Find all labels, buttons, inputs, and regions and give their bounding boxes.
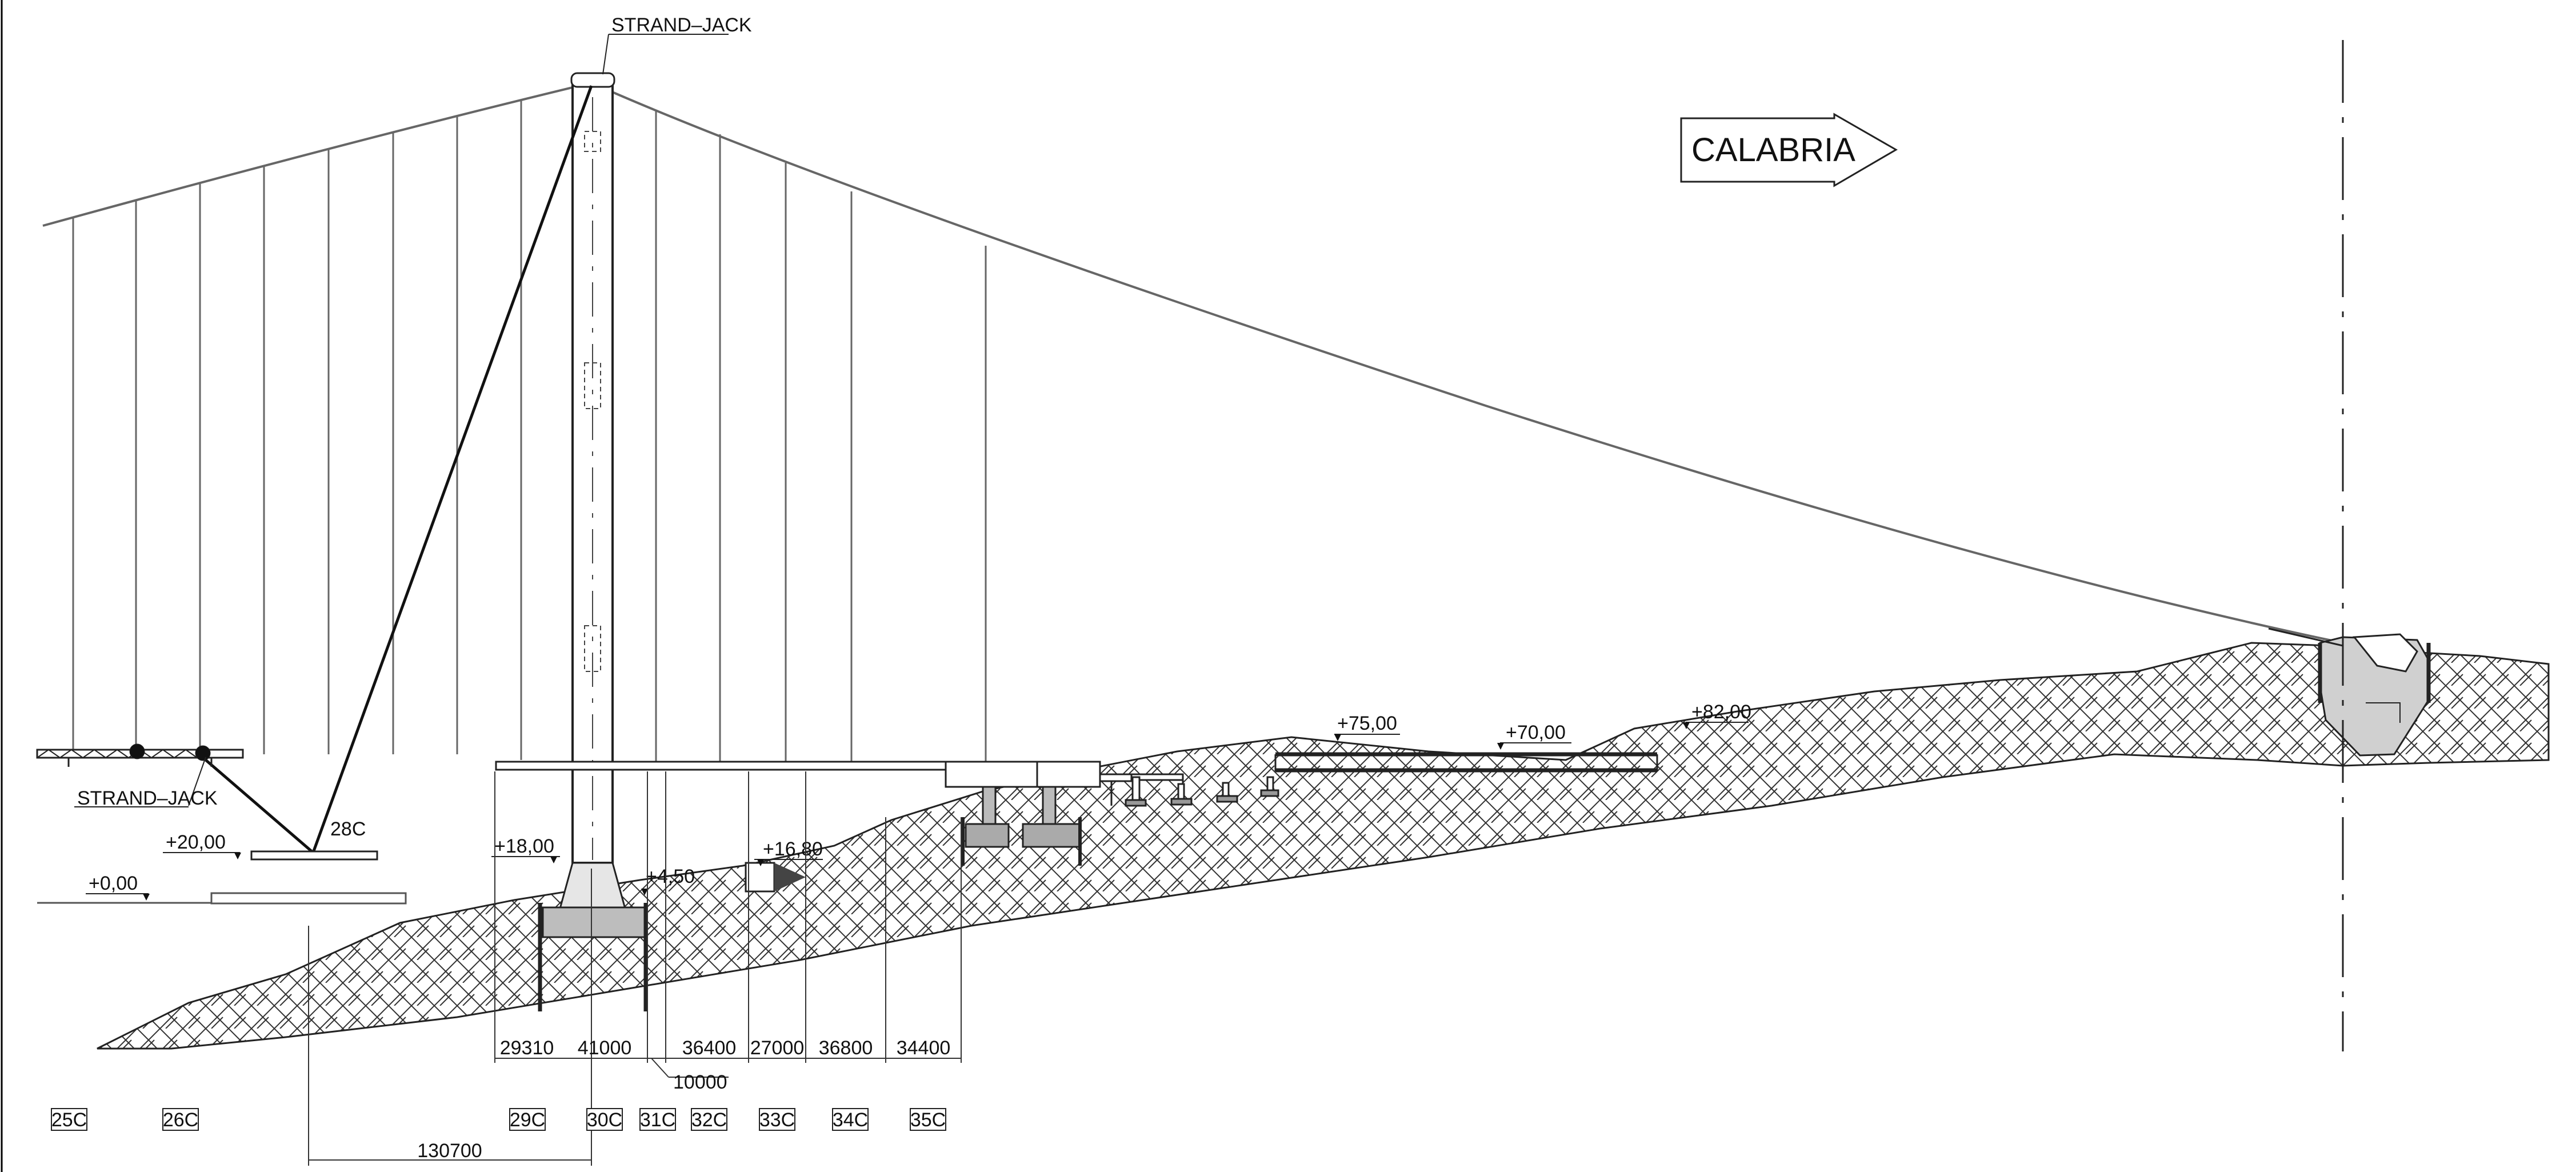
elevation-75: +75,00: [1337, 713, 1397, 734]
dimension-130700: 130700: [417, 1140, 482, 1162]
elevation-16-80: +16,80: [763, 838, 823, 860]
span-29310: 29310: [500, 1037, 554, 1059]
calabria-label: CALABRIA: [1691, 131, 1855, 169]
pier-stubs: [1125, 776, 1279, 807]
span-dimension-labels: 29310 41000 36400 27000 36800 34400 1000…: [417, 1037, 950, 1162]
section-34c: 34C: [833, 1109, 868, 1131]
left-deck-truss: [36, 743, 244, 767]
elevation-20: +20,00: [166, 831, 226, 853]
anchor-28c-label: 28C: [330, 818, 366, 840]
elevation-4-50: +4,50: [646, 866, 695, 887]
calabria-anchorage: [2268, 627, 2431, 757]
anchor-platform: [250, 850, 378, 861]
strand-jack-left-leader: [188, 757, 206, 806]
section-35c: 35C: [910, 1109, 946, 1131]
sea-platform: [210, 892, 407, 905]
main-cable: [42, 81, 2343, 644]
strand-jack-top-label: STRAND–JACK: [611, 14, 752, 36]
support-block: [745, 862, 775, 893]
span-36800: 36800: [819, 1037, 873, 1059]
section-25c: 25C: [51, 1109, 87, 1131]
elevation-marks: +0,00 +20,00 28C +18,00 +4,50 +16,80 +75…: [86, 701, 1751, 901]
section-26c: 26C: [163, 1109, 198, 1131]
support-block-hatch: [774, 863, 806, 891]
span-34400: 34400: [897, 1037, 951, 1059]
elevation-18: +18,00: [494, 835, 554, 857]
terrain-ground-hatch: [97, 642, 2550, 1050]
main-deck: [495, 761, 977, 771]
span-27000: 27000: [750, 1037, 805, 1059]
span-dimension-lines: [308, 771, 962, 1166]
section-33c: 33C: [759, 1109, 795, 1131]
section-29c: 29C: [510, 1109, 545, 1131]
section-32c: 32C: [691, 1109, 727, 1131]
calabria-direction-arrow: CALABRIA: [1680, 113, 1898, 187]
elevation-82: +82,00: [1691, 701, 1751, 723]
span-41000: 41000: [578, 1037, 632, 1059]
section-30c: 30C: [587, 1109, 622, 1131]
tower: [538, 72, 648, 1011]
strand-jack-top-leader: [602, 34, 609, 75]
elevation-0: +0,00: [89, 873, 138, 894]
dimension-10000: 10000: [673, 1071, 727, 1093]
strand-jack-left-label: STRAND–JACK: [77, 787, 218, 809]
elevation-70: +70,00: [1506, 722, 1566, 743]
section-tags: 25C 26C 29C 30C 31C 32C 33C 34C 35C: [51, 1108, 946, 1131]
span-36400: 36400: [682, 1037, 737, 1059]
hangers: [72, 100, 987, 766]
approach-viaduct: [1274, 752, 1658, 773]
backstay-cable: [311, 85, 593, 853]
anchor-tie-cable: [205, 759, 314, 854]
section-31c: 31C: [640, 1109, 675, 1131]
